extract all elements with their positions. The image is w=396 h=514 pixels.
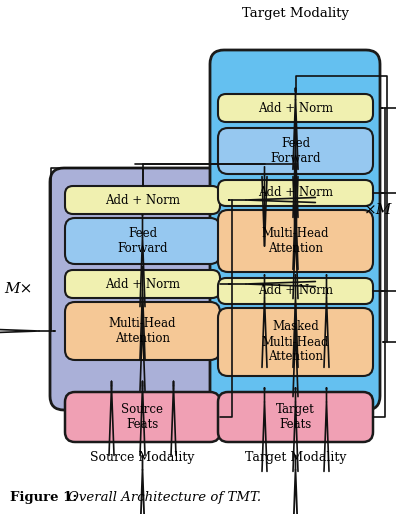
FancyBboxPatch shape [218,210,373,272]
Text: Source
Feats: Source Feats [122,403,164,431]
Text: Target Modality: Target Modality [245,451,346,465]
Text: Target
Feats: Target Feats [276,403,315,431]
Text: ×M: ×M [364,203,392,217]
FancyBboxPatch shape [218,94,373,122]
FancyBboxPatch shape [65,270,220,298]
FancyBboxPatch shape [218,278,373,304]
Text: Multi-Head
Attention: Multi-Head Attention [262,227,329,255]
Text: Target Modality: Target Modality [242,8,349,21]
Text: Add + Norm: Add + Norm [105,278,180,290]
FancyBboxPatch shape [218,392,373,442]
FancyBboxPatch shape [65,392,220,442]
Text: Feed
Forward: Feed Forward [270,137,321,165]
Text: Source Modality: Source Modality [90,451,195,465]
Text: Add + Norm: Add + Norm [258,101,333,115]
Text: M×: M× [4,282,32,296]
Text: Add + Norm: Add + Norm [105,193,180,207]
FancyBboxPatch shape [218,308,373,376]
Text: Overall Architecture of TMT.: Overall Architecture of TMT. [68,491,261,504]
Text: Masked
Multi-Head
Attention: Masked Multi-Head Attention [262,321,329,363]
Text: Multi-Head
Attention: Multi-Head Attention [109,317,176,345]
FancyBboxPatch shape [65,302,220,360]
Text: Feed
Forward: Feed Forward [117,227,168,255]
FancyBboxPatch shape [218,128,373,174]
FancyBboxPatch shape [65,218,220,264]
Text: Figure 1:: Figure 1: [10,491,82,504]
FancyBboxPatch shape [210,50,380,410]
FancyBboxPatch shape [65,186,220,214]
Text: Add + Norm: Add + Norm [258,285,333,298]
FancyBboxPatch shape [218,180,373,206]
FancyBboxPatch shape [50,168,242,410]
Text: Add + Norm: Add + Norm [258,187,333,199]
